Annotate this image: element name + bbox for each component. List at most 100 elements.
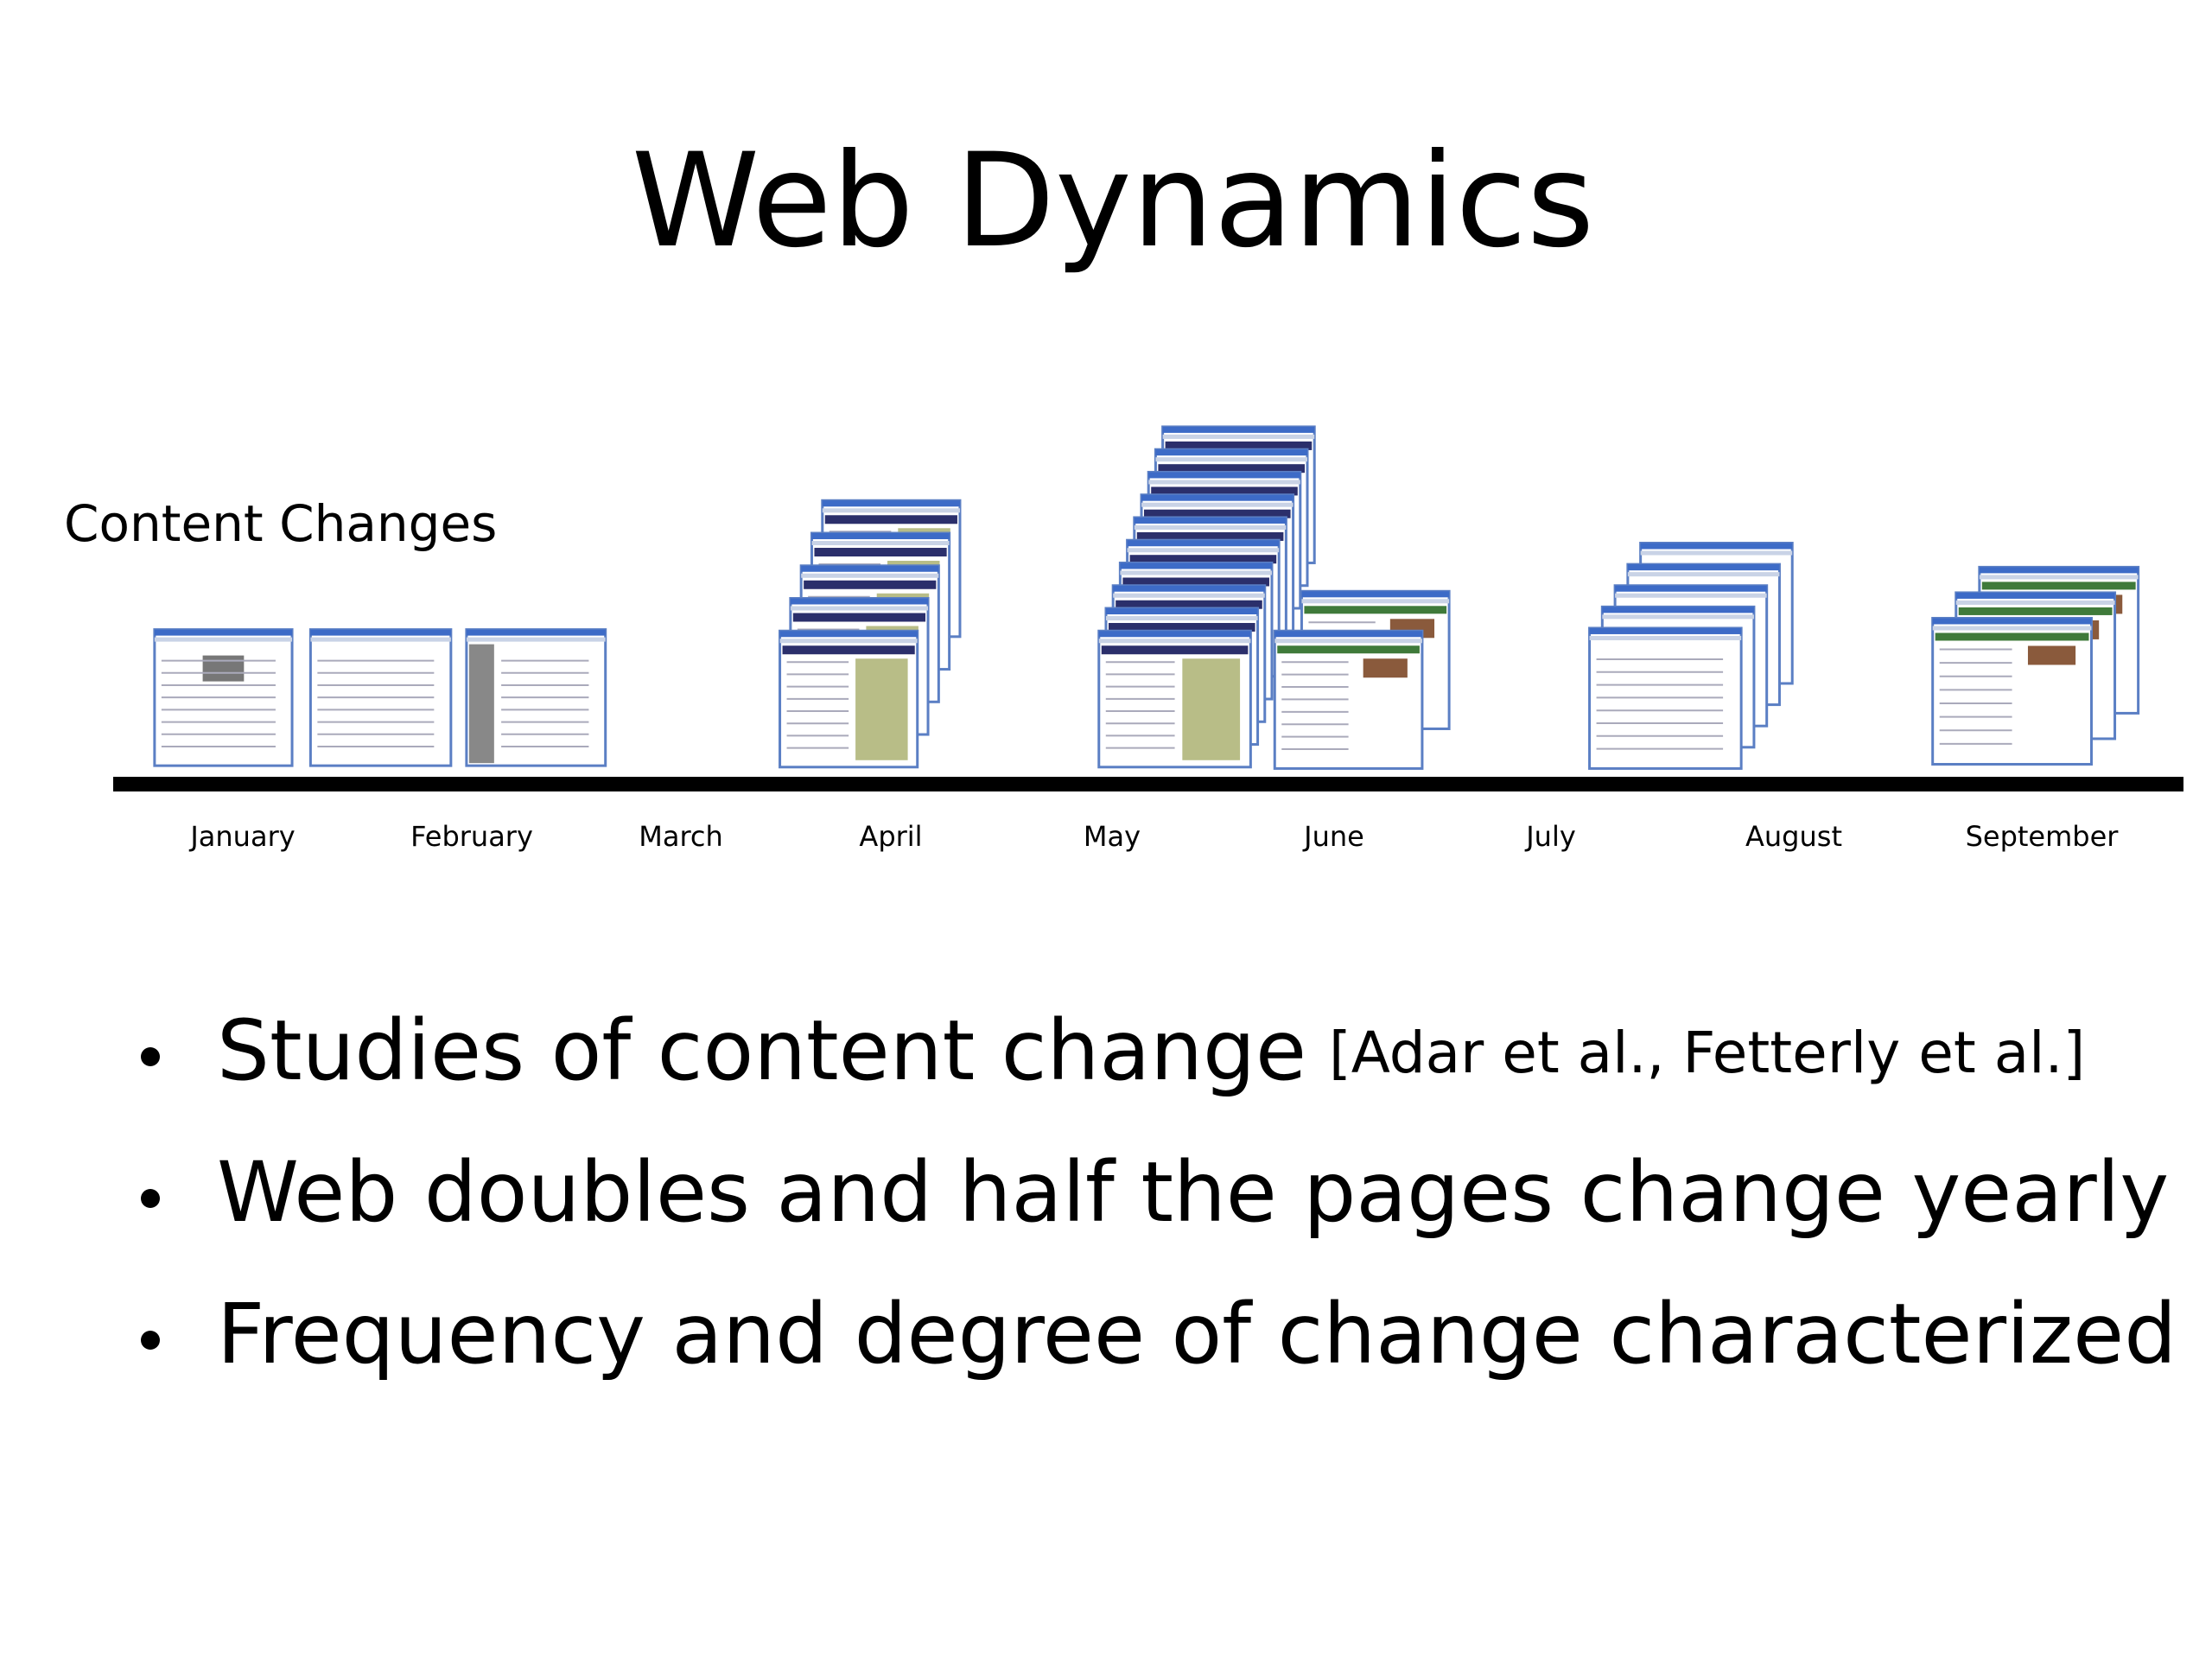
thumbnail-banner bbox=[1151, 486, 1298, 496]
thumbnail-toolbar bbox=[822, 508, 960, 513]
thumbnail-toolbar bbox=[1640, 550, 1793, 556]
thumbnail-banner bbox=[782, 645, 915, 655]
thumbnail-toolbar bbox=[1162, 434, 1315, 439]
page-thumbnails bbox=[153, 425, 2140, 770]
thumbnail-banner bbox=[1165, 441, 1313, 450]
thumbnail-toolbar bbox=[1105, 615, 1258, 620]
thumbnail-titlebar bbox=[1134, 517, 1287, 524]
page-thumbnail bbox=[1931, 616, 2093, 766]
bullet-main: Studies of content change bbox=[217, 1002, 1306, 1099]
bullet-text: Studies of content change [Adar et al., F… bbox=[217, 1002, 2085, 1099]
thumbnail-titlebar bbox=[1098, 631, 1251, 638]
thumbnail-toolbar bbox=[790, 606, 929, 611]
page-thumbnail bbox=[153, 628, 294, 767]
thumbnail-banner bbox=[824, 515, 957, 524]
thumbnail-toolbar bbox=[1148, 480, 1300, 485]
thumbnail-titlebar bbox=[1155, 449, 1308, 456]
thumbnail-titlebar bbox=[1640, 543, 1793, 550]
thumbnail-banner bbox=[1122, 577, 1269, 587]
thumbnail-titlebar bbox=[1301, 591, 1450, 598]
month-label: September bbox=[1966, 820, 2120, 853]
page-thumbnail bbox=[1097, 629, 1252, 769]
thumbnail-titlebar bbox=[1148, 472, 1300, 479]
thumbnail-toolbar bbox=[1127, 548, 1280, 553]
thumbnail-titlebar bbox=[1589, 627, 1742, 634]
thumbnail-toolbar bbox=[1155, 457, 1308, 462]
thumbnail-titlebar bbox=[1120, 563, 1272, 569]
thumbnail-titlebar bbox=[1602, 607, 1754, 613]
thumbnail-banner bbox=[1277, 645, 1420, 654]
thumbnail-titlebar bbox=[1615, 585, 1767, 592]
thumbnail-titlebar bbox=[779, 631, 918, 638]
thumbnail-photo bbox=[1363, 658, 1408, 678]
thumbnail-toolbar bbox=[1134, 524, 1287, 530]
thumbnail-banner bbox=[1108, 622, 1255, 632]
timeline-axis bbox=[113, 777, 2183, 791]
thumbnail-toolbar bbox=[1113, 593, 1265, 598]
month-label: July bbox=[1524, 820, 1576, 853]
thumbnail-toolbar bbox=[1098, 639, 1251, 644]
thumbnail-toolbar bbox=[801, 573, 939, 578]
thumbnail-titlebar bbox=[1274, 631, 1422, 638]
month-labels: January February March April May June July Augu… bbox=[188, 820, 2119, 853]
bullet-main: Web doubles and half the pages change ye… bbox=[217, 1144, 2169, 1241]
thumbnail-titlebar bbox=[1127, 540, 1280, 547]
bullet-dot bbox=[141, 1189, 160, 1208]
thumbnail-titlebar bbox=[1979, 567, 2139, 574]
thumbnail-photo bbox=[2027, 645, 2076, 665]
thumbnail-titlebar bbox=[1162, 426, 1315, 433]
month-label: May bbox=[1084, 820, 1141, 853]
thumbnail-toolbar bbox=[1979, 575, 2139, 580]
thumbnail-toolbar bbox=[466, 637, 606, 642]
thumbnail-toolbar bbox=[1602, 614, 1754, 620]
bullet-citation: [Adar et al., Fetterly et al.] bbox=[1329, 1020, 2085, 1086]
bullet-main: Frequency and degree of change character… bbox=[217, 1286, 2177, 1382]
thumbnail-banner bbox=[1129, 555, 1277, 564]
bullet-dot bbox=[141, 1047, 160, 1066]
thumbnail-titlebar bbox=[310, 629, 451, 636]
thumbnail-titlebar bbox=[790, 598, 929, 605]
thumbnail-banner bbox=[792, 613, 926, 622]
month-label: March bbox=[639, 820, 723, 853]
thumbnail-toolbar bbox=[1589, 635, 1742, 640]
thumbnail-toolbar bbox=[1615, 593, 1767, 598]
thumbnail-titlebar bbox=[1105, 607, 1258, 614]
thumbnail-banner bbox=[1304, 606, 1447, 614]
thumbnail-banner bbox=[814, 548, 947, 557]
thumbnail-titlebar bbox=[822, 500, 960, 507]
thumbnail-titlebar bbox=[811, 533, 950, 540]
month-label: April bbox=[859, 820, 922, 853]
thumbnail-titlebar bbox=[1955, 592, 2115, 599]
bullet-dot bbox=[141, 1331, 160, 1350]
page-thumbnail bbox=[465, 628, 607, 767]
page-thumbnail bbox=[779, 629, 919, 769]
thumbnail-banner bbox=[1935, 632, 2089, 641]
thumbnail-titlebar bbox=[1141, 494, 1294, 501]
thumbnail-titlebar bbox=[466, 629, 606, 636]
thumbnail-sidebar bbox=[468, 644, 494, 764]
thumbnail-toolbar bbox=[1301, 599, 1450, 604]
month-label: August bbox=[1745, 820, 1842, 853]
thumbnail-banner bbox=[1101, 645, 1249, 655]
month-label: January bbox=[188, 820, 295, 853]
thumbnail-titlebar bbox=[1113, 585, 1265, 592]
thumbnail-image bbox=[202, 655, 245, 682]
thumbnail-toolbar bbox=[1627, 572, 1780, 577]
thumbnail-titlebar bbox=[1932, 618, 2092, 625]
page-thumbnail bbox=[308, 628, 453, 767]
page-thumbnail bbox=[1273, 629, 1424, 770]
thumbnail-banner bbox=[1136, 531, 1284, 541]
thumbnail-toolbar bbox=[310, 637, 451, 642]
thumbnail-titlebar bbox=[1627, 564, 1780, 571]
thumbnail-toolbar bbox=[1932, 626, 2092, 631]
thumbnail-frame bbox=[1931, 616, 2093, 766]
thumbnail-toolbar bbox=[154, 637, 293, 642]
thumbnail-titlebar bbox=[801, 565, 939, 572]
bullet-text: Web doubles and half the pages change ye… bbox=[217, 1144, 2169, 1241]
month-label: June bbox=[1302, 820, 1364, 853]
thumbnail-toolbar bbox=[1274, 639, 1422, 644]
bullet-list: Studies of content change [Adar et al., F… bbox=[141, 1002, 2177, 1382]
thumbnail-toolbar bbox=[1120, 570, 1272, 575]
thumbnail-titlebar bbox=[154, 629, 293, 636]
